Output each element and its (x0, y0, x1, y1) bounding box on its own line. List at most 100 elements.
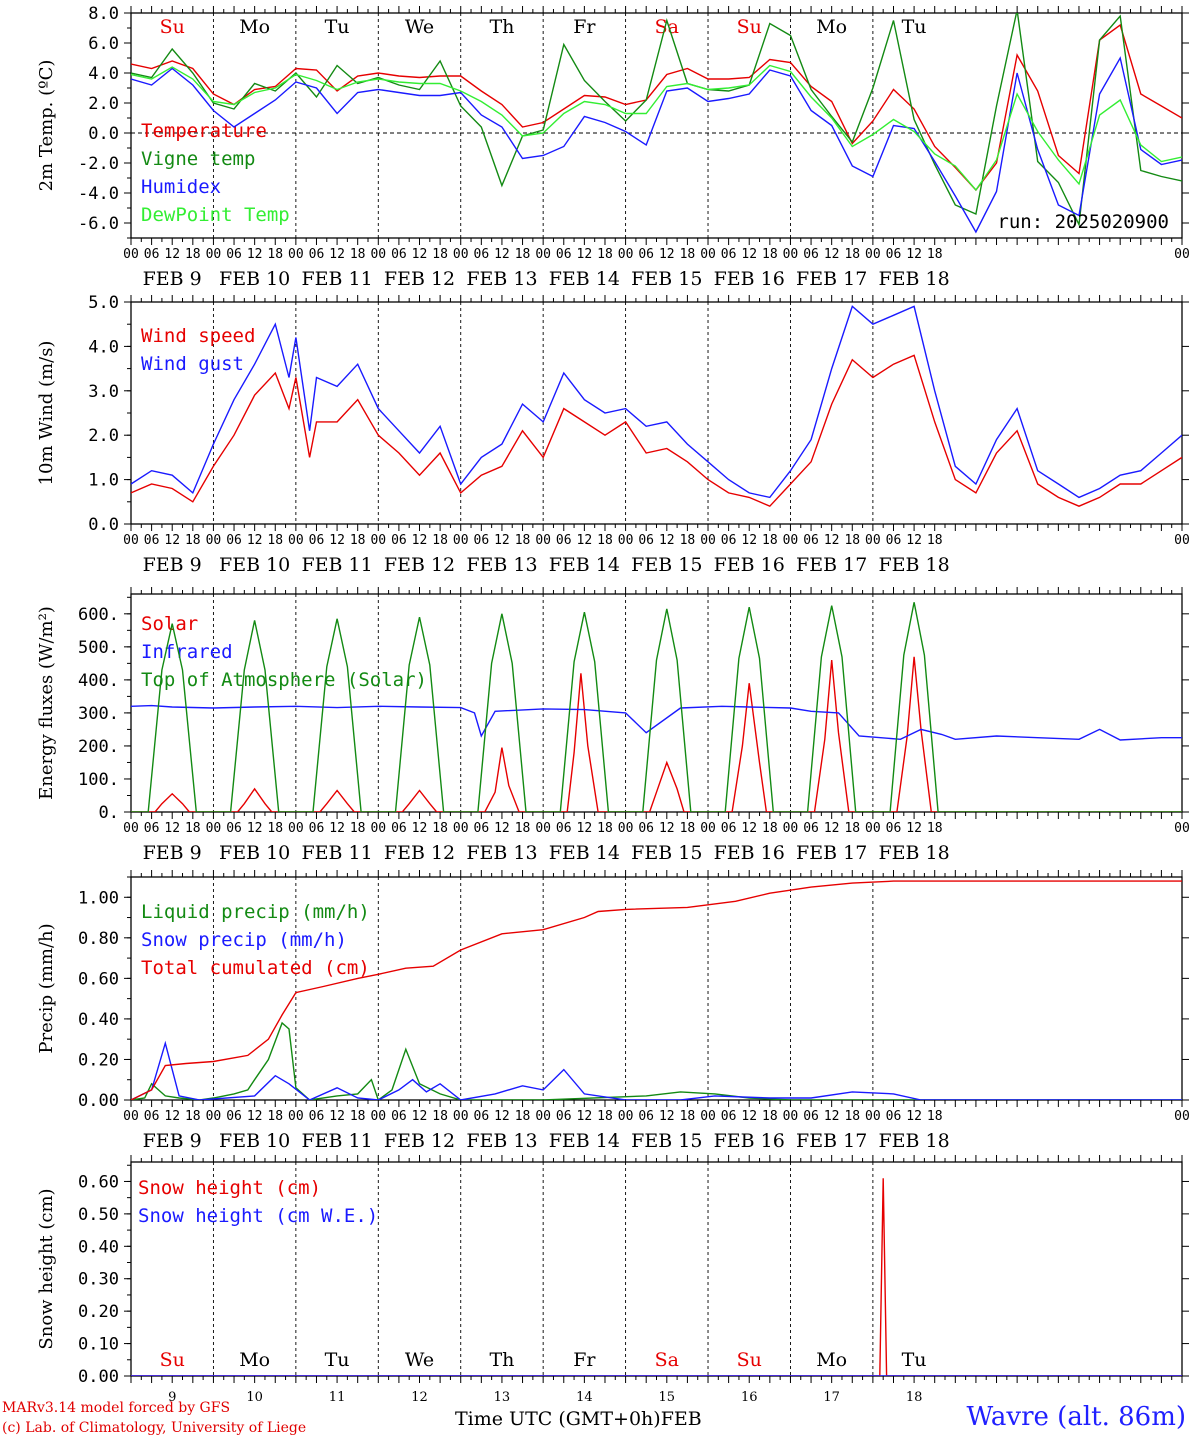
hour-tick-label: 18 (844, 247, 860, 262)
hour-tick-label: 00 (370, 821, 386, 836)
y-tick-label: 8.0 (88, 4, 119, 24)
hour-tick-label: 12 (659, 247, 675, 262)
y-tick-label: 0.20 (78, 1302, 119, 1322)
hour-tick-label: 18 (185, 1109, 201, 1124)
date-label: FEB 9 (143, 842, 202, 864)
legend-entry: Solar (141, 613, 198, 635)
y-tick-label: 2.0 (88, 94, 119, 114)
date-label: FEB 18 (878, 268, 949, 290)
hour-tick-label: 12 (659, 533, 675, 548)
hour-tick-label: 12 (164, 821, 180, 836)
y-axis-label: 2m Temp. (ºC) (36, 60, 57, 192)
legend-entry: Snow height (cm W.E.) (138, 1205, 378, 1227)
legend-entry: Temperature (141, 120, 267, 142)
y-tick-label: 1.00 (78, 888, 119, 908)
y-tick-label: 0.40 (78, 1010, 119, 1030)
hour-tick-label: 06 (638, 1109, 654, 1124)
hour-tick-label: 12 (577, 533, 593, 548)
legend-entry: Total cumulated (cm) (141, 957, 370, 979)
hour-tick-label: 00 (288, 247, 304, 262)
hour-tick-label: 06 (474, 247, 490, 262)
hour-tick-label: 06 (226, 1109, 242, 1124)
hour-tick-label: 18 (927, 821, 943, 836)
weekday-label: Mo (239, 16, 270, 38)
x-axis-title-text: Time UTC (GMT+0h) (455, 1408, 661, 1430)
weekday-label: Tu (902, 16, 927, 38)
weekday-label: We (405, 1349, 434, 1371)
date-label: FEB 18 (878, 554, 949, 576)
location-label: Wavre (alt. 86m) (966, 1402, 1186, 1432)
hour-tick-label: 18 (350, 533, 366, 548)
hour-tick-label: 12 (824, 533, 840, 548)
hour-tick-label: 06 (391, 247, 407, 262)
hour-tick-label: 18 (185, 247, 201, 262)
hour-tick-label: 18 (267, 533, 283, 548)
hour-tick-label: 06 (474, 1109, 490, 1124)
hour-tick-label: 18 (597, 247, 613, 262)
hour-tick-label: 06 (886, 533, 902, 548)
hour-tick-label: 18 (515, 247, 531, 262)
y-tick-label: 6.0 (88, 34, 119, 54)
plot-frame (130, 301, 1183, 525)
hour-tick-label: 18 (844, 1109, 860, 1124)
hour-tick-label: 18 (927, 533, 943, 548)
y-axis-label: Snow height (cm) (36, 1188, 57, 1349)
hour-tick-label: 06 (309, 1109, 325, 1124)
hour-tick-label: 12 (659, 1109, 675, 1124)
day-number-label: 17 (823, 1390, 840, 1405)
hour-tick-label: 00 (206, 1109, 222, 1124)
hour-tick-label: 00 (865, 533, 881, 548)
weekday-label: Sa (655, 1349, 679, 1371)
date-label: FEB 17 (796, 554, 867, 576)
series-line-snow-height-cm- (131, 1178, 1182, 1376)
weekday-label: Tu (902, 1349, 927, 1371)
chart-panel-2: 5.0 4.0 3.0 2.0 1.0 0.0 10m Wind (m/s) 00 06 12 18… (36, 293, 1190, 576)
legend-entry: DewPoint Temp (141, 204, 290, 226)
x-axis-title: Time UTC (GMT+0h)FEB (455, 1408, 702, 1430)
date-label: FEB 11 (301, 554, 372, 576)
hour-tick-label: 06 (226, 533, 242, 548)
weekday-label: Mo (816, 16, 847, 38)
y-tick-label: -2.0 (78, 154, 119, 174)
hour-tick-label: 06 (226, 821, 242, 836)
hour-tick-label: 06 (803, 1109, 819, 1124)
day-number-label: 13 (494, 1390, 511, 1405)
date-label: FEB 11 (301, 1130, 372, 1152)
hour-tick-label: 00 (288, 533, 304, 548)
hour-tick-label: 12 (577, 1109, 593, 1124)
weekday-label: Su (160, 1349, 185, 1371)
chart-panel-1: 8.0 6.0 4.0 2.0 0.0 -2.0 -4.0 -6.0 2m Temp. (ºC)… (36, 4, 1190, 290)
hour-tick-label: 18 (680, 533, 696, 548)
y-tick-label: 0.0 (88, 124, 119, 144)
weekday-label: We (405, 16, 434, 38)
hour-tick-label: 18 (680, 821, 696, 836)
hour-tick-label-end: 00 (1174, 247, 1190, 262)
legend-entry: Vigne temp (141, 148, 255, 170)
hour-tick-label: 18 (350, 821, 366, 836)
hour-tick-label: 06 (638, 533, 654, 548)
legend-entry: Wind speed (141, 325, 255, 347)
hour-tick-label: 18 (762, 247, 778, 262)
hour-tick-label: 12 (824, 247, 840, 262)
hour-tick-label: 18 (432, 247, 448, 262)
hour-tick-label: 00 (288, 821, 304, 836)
series-line-infrared (131, 704, 1182, 741)
chart-panel-4: 1.00 0.80 0.60 0.40 0.20 0.00 Precip (mm/h) 00 0… (36, 870, 1190, 1152)
hour-tick-label: 12 (741, 533, 757, 548)
day-number-label: 15 (659, 1390, 676, 1405)
day-number-label: 10 (246, 1390, 263, 1405)
hour-tick-label: 18 (267, 821, 283, 836)
date-label: FEB 16 (714, 268, 785, 290)
hour-tick-label: 06 (474, 533, 490, 548)
date-label: FEB 13 (466, 554, 537, 576)
hour-tick-label: 06 (803, 821, 819, 836)
legend-entry: Top of Atmosphere (Solar) (141, 669, 427, 691)
hour-tick-label: 00 (618, 821, 634, 836)
y-tick-label: 0.20 (78, 1050, 119, 1070)
hour-tick-label: 18 (515, 533, 531, 548)
hour-tick-label: 18 (597, 821, 613, 836)
hour-tick-label: 12 (329, 533, 345, 548)
hour-tick-label-end: 00 (1174, 1109, 1190, 1124)
date-label: FEB 9 (143, 268, 202, 290)
hour-tick-label: 00 (123, 247, 139, 262)
